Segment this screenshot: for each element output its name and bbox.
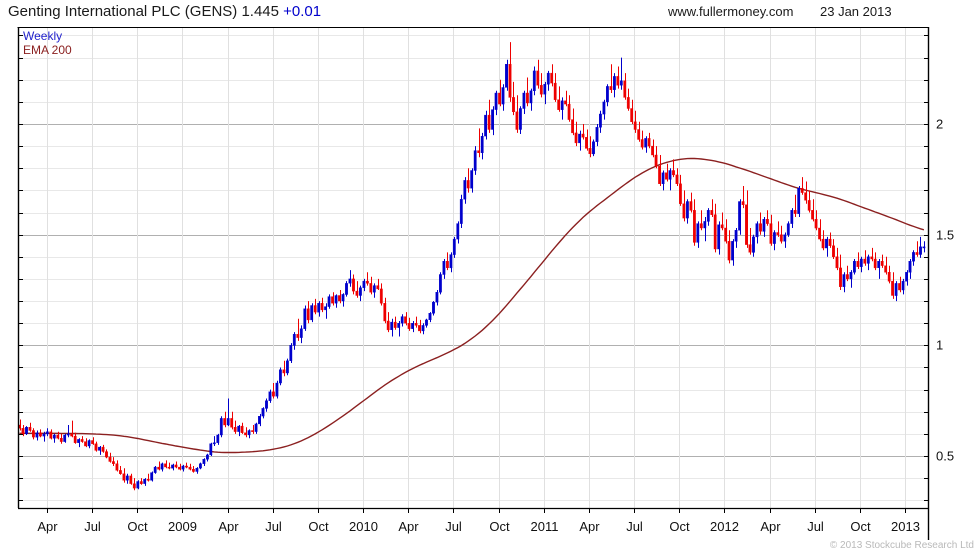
axes xyxy=(17,27,930,540)
chart-legend: Weekly EMA 200 xyxy=(23,29,72,57)
copyright-notice: © 2013 Stockcube Research Ltd xyxy=(829,540,974,551)
legend-item-weekly: Weekly xyxy=(23,29,63,43)
x-axis-tick-label: 2011 xyxy=(530,519,559,534)
x-axis-tick-label: Jul xyxy=(445,519,462,534)
x-axis-tick-label: Jul xyxy=(84,519,101,534)
y-axis-tick-label: 1.5 xyxy=(936,227,955,243)
ema200-line xyxy=(19,157,925,454)
chart-date: 23 Jan 2013 xyxy=(820,4,892,19)
x-axis-tick-label: Apr xyxy=(579,519,600,534)
x-axis-tick-label: Oct xyxy=(127,519,148,534)
x-axis-tick-label: Apr xyxy=(760,519,781,534)
chart-header: Genting International PLC (GENS) 1.445 +… xyxy=(0,0,980,26)
x-axis-tick-label: Jul xyxy=(626,519,643,534)
x-axis-tick-label: Jul xyxy=(265,519,282,534)
y-axis-tick-label: 0.5 xyxy=(936,448,955,464)
x-axis-tick-label: 2013 xyxy=(891,519,920,534)
page-title: Genting International PLC (GENS) 1.445 +… xyxy=(8,3,321,20)
legend-item-ema200: EMA 200 xyxy=(23,43,72,57)
x-axis-tick-label: Oct xyxy=(669,519,690,534)
y-axis-tick-label: 2 xyxy=(936,116,944,132)
price-change: +0.01 xyxy=(283,3,322,20)
x-axis-tick-label: Apr xyxy=(218,519,239,534)
x-axis-tick-label: Oct xyxy=(850,519,871,534)
x-axis-tick-label: Oct xyxy=(308,519,329,534)
candlestick-series xyxy=(18,42,926,491)
grid-lines xyxy=(18,27,928,508)
x-axis-tick-label: 2010 xyxy=(349,519,378,534)
x-axis-tick-label: Jul xyxy=(807,519,824,534)
x-axis-tick-label: Apr xyxy=(37,519,58,534)
website-label: www.fullermoney.com xyxy=(668,4,794,19)
x-axis-tick-label: Apr xyxy=(398,519,419,534)
y-axis-tick-label: 1 xyxy=(936,337,944,353)
x-axis-tick-label: 2009 xyxy=(168,519,197,534)
x-axis-tick-label: 2012 xyxy=(710,519,739,534)
title-text: Genting International PLC (GENS) 1.445 +… xyxy=(8,3,322,20)
x-axis-tick-label: Oct xyxy=(489,519,510,534)
